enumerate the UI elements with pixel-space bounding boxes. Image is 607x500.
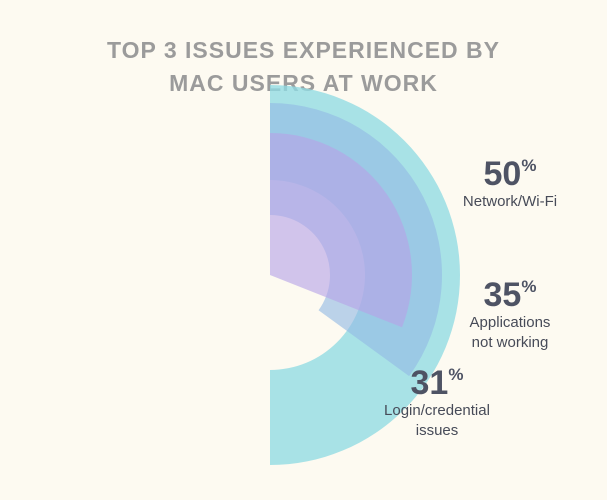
value-label-1: 50% bbox=[484, 155, 537, 193]
category-label-3-line-2: issues bbox=[416, 422, 459, 439]
value-label-2: 35% bbox=[484, 276, 537, 314]
category-label-2-line-2: not working bbox=[472, 334, 549, 351]
category-label-3-line-1: Login/credential bbox=[384, 402, 490, 419]
chart-labels: 50%Network/Wi-Fi 35%Applications not worki… bbox=[384, 155, 557, 439]
bar-login-credential-issues bbox=[270, 133, 412, 328]
chart-title-line-1: TOP 3 ISSUES EXPERIENCED BY bbox=[107, 37, 500, 63]
category-label-2-line-1: Applications bbox=[470, 314, 551, 331]
category-label-1-line-1: Network/Wi-Fi bbox=[463, 193, 557, 210]
chart-arcs bbox=[270, 85, 460, 465]
value-label-3: 31% bbox=[411, 364, 464, 402]
chart-title: TOP 3 ISSUES EXPERIENCED BY MAC USERS AT… bbox=[0, 34, 607, 100]
